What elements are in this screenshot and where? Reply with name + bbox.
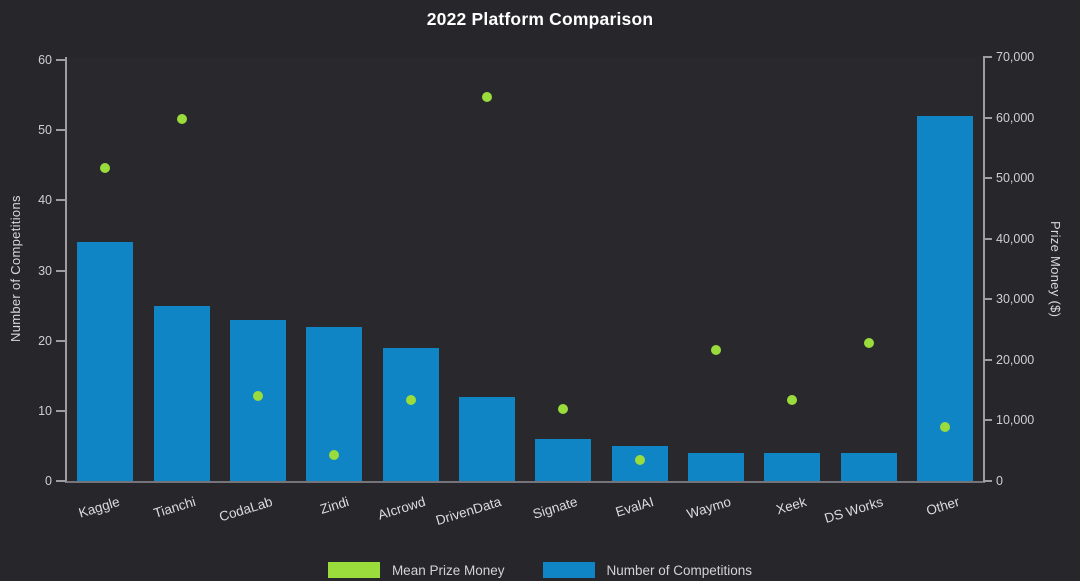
bar-tianchi [153, 305, 210, 481]
x-label-codalab: CodaLab [217, 494, 275, 525]
right-axis-tick [983, 480, 992, 482]
dot-waymo [710, 344, 721, 355]
x-label-ds-works: DS Works [822, 494, 885, 527]
left-axis-tick-label: 60 [38, 53, 52, 67]
left-axis-tick-label: 0 [45, 474, 52, 488]
x-label-drivendata: DrivenData [434, 494, 504, 529]
right-axis-tick-label: 40,000 [996, 231, 1035, 246]
legend-label-competitions: Number of Competitions [606, 562, 753, 578]
left-axis-tick [56, 269, 65, 272]
right-axis-tick [983, 419, 992, 422]
right-axis-tick [983, 56, 992, 58]
x-label-waymo: Waymo [684, 494, 733, 522]
right-axis-tick [983, 116, 992, 119]
right-axis-tick-label: 50,000 [996, 171, 1035, 186]
right-axis-title: Prize Money ($) [1048, 220, 1063, 318]
left-axis-tick [56, 199, 65, 202]
legend-item-mean-prize-money: Mean Prize Money [327, 562, 505, 578]
bar-aicrowd [382, 347, 439, 481]
legend: Mean Prize Money Number of Competitions [0, 562, 1080, 578]
legend-item-competitions: Number of Competitions [542, 562, 753, 578]
bar-xeek [764, 452, 821, 481]
right-axis-tick-label: 20,000 [996, 352, 1035, 367]
bar-signate [535, 438, 592, 481]
bar-kaggle [77, 242, 134, 481]
bar-ds-works [840, 452, 897, 481]
dot-zindi [329, 449, 340, 460]
left-axis-tick-label: 20 [38, 333, 52, 348]
left-axis-tick-label: 30 [38, 263, 52, 278]
dot-ds-works [863, 337, 874, 348]
plot-area: 0 10 20 30 40 50 60 0 10,000 20,000 30,000 40,000 50… [38, 50, 1034, 528]
right-axis-tick [983, 358, 992, 361]
x-label-aicrowd: AIcrowd [375, 494, 427, 523]
left-axis-tick-label: 50 [38, 123, 52, 138]
right-axis-tick-label: 70,000 [996, 50, 1035, 64]
left-axis-tick [56, 339, 65, 342]
legend-swatch-mean-prize-money [327, 562, 380, 578]
dot-xeek [787, 395, 798, 406]
left-axis-tick [56, 59, 65, 61]
bar-waymo [687, 452, 744, 481]
x-label-signate: Signate [531, 494, 580, 522]
left-axis-tick-label: 40 [38, 193, 52, 208]
x-label-xeek: Xeek [774, 494, 809, 518]
right-axis-tick-label: 30,000 [996, 292, 1035, 307]
bar-other [916, 116, 973, 481]
right-axis-tick-label: 10,000 [996, 413, 1035, 428]
right-axis-tick-label: 60,000 [996, 110, 1035, 125]
chart-title: 2022 Platform Comparison [426, 9, 654, 29]
x-label-kaggle: Kaggle [76, 494, 122, 521]
dot-aicrowd [405, 394, 416, 405]
x-label-other: Other [924, 494, 962, 519]
right-axis-tick-label: 0 [996, 474, 1003, 488]
dot-drivendata [481, 91, 492, 102]
right-axis-tick [983, 298, 992, 301]
dot-evalai [634, 454, 645, 465]
dot-signate [558, 403, 569, 414]
x-label-zindi: Zindi [318, 494, 351, 517]
bar-drivendata [458, 396, 515, 481]
x-label-evalai: EvalAI [614, 494, 656, 520]
x-label-tianchi: Tianchi [152, 494, 198, 521]
left-axis-tick [56, 409, 65, 412]
dot-tianchi [176, 114, 187, 125]
right-axis-tick [983, 177, 992, 180]
dot-kaggle [100, 162, 111, 173]
right-axis-tick [983, 237, 992, 240]
legend-swatch-competitions [542, 562, 595, 578]
left-axis-tick-label: 10 [38, 403, 52, 418]
dot-codalab [252, 391, 263, 402]
left-axis-tick [56, 480, 65, 482]
left-axis-tick [56, 129, 65, 132]
legend-label-mean-prize-money: Mean Prize Money [391, 562, 505, 578]
dot-other [939, 422, 950, 433]
